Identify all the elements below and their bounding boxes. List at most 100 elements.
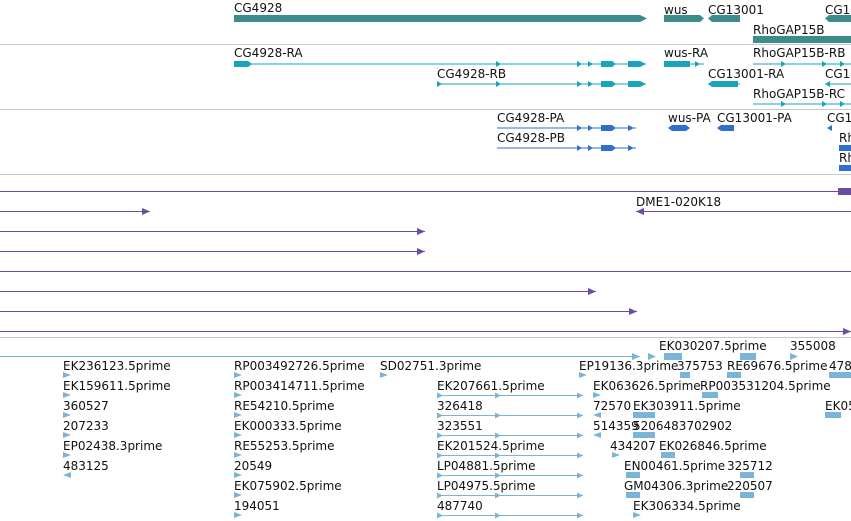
transcript-feature[interactable] <box>781 101 786 107</box>
protein-label[interactable]: Rh <box>839 131 851 145</box>
est-label[interactable]: EK075902.5prime <box>234 479 342 493</box>
est-label[interactable]: EK000333.5prime <box>234 419 342 433</box>
gene-label[interactable]: CG1 <box>825 3 850 17</box>
est-feature[interactable] <box>63 412 71 418</box>
est-label[interactable]: RE54210.5prime <box>234 399 335 413</box>
est-feature[interactable] <box>593 412 601 418</box>
est-label[interactable]: 323551 <box>437 419 483 433</box>
est-label[interactable]: RE69676.5prime <box>727 359 828 373</box>
protein-feature[interactable] <box>668 125 690 131</box>
gene-label[interactable]: RhoGAP15B <box>753 23 825 37</box>
est-label[interactable]: EK05 <box>825 399 851 413</box>
transcript-label[interactable]: CG4928-RA <box>234 46 303 60</box>
est-feature[interactable] <box>437 492 583 499</box>
transcript-feature[interactable] <box>781 61 786 67</box>
est-feature[interactable] <box>437 472 583 479</box>
est-label[interactable]: EK030207.5prime <box>659 339 767 353</box>
est-label[interactable]: EK201524.5prime <box>437 439 545 453</box>
protein-feature[interactable] <box>577 145 582 151</box>
gene-label[interactable]: CG4928 <box>234 1 282 15</box>
gene-feature[interactable] <box>664 15 704 22</box>
est-feature[interactable] <box>633 432 655 438</box>
est-feature[interactable] <box>593 432 601 438</box>
est-feature[interactable] <box>626 492 640 498</box>
est-label[interactable]: GM04306.3prime <box>624 479 728 493</box>
transcript-feature[interactable] <box>708 81 738 87</box>
est-label[interactable]: RP003414711.5prime <box>234 379 365 393</box>
est-feature[interactable] <box>63 392 71 398</box>
est-label[interactable]: LP04975.5prime <box>437 479 536 493</box>
transcript-feature[interactable] <box>234 61 252 67</box>
est-label[interactable]: EK306334.5prime <box>633 499 741 513</box>
est-feature[interactable] <box>437 432 583 439</box>
est-feature[interactable] <box>579 372 587 378</box>
est-label[interactable]: EN00461.5prime <box>624 459 725 473</box>
est-feature[interactable] <box>680 372 690 378</box>
est-label[interactable]: 434207 <box>610 439 656 453</box>
est-feature[interactable] <box>63 372 71 378</box>
est-feature[interactable] <box>437 412 583 419</box>
est-label[interactable]: 5206483702902 <box>633 419 732 433</box>
est-label[interactable]: 72570 <box>593 399 631 413</box>
protein-label[interactable]: CG4928-PA <box>497 111 565 125</box>
est-feature[interactable] <box>626 472 640 478</box>
est-label[interactable]: 20549 <box>234 459 272 473</box>
gene-feature[interactable] <box>708 15 740 22</box>
est-feature[interactable] <box>437 512 583 519</box>
est-label[interactable]: 375753 <box>677 359 723 373</box>
est-label[interactable]: RP003492726.5prime <box>234 359 365 373</box>
est-feature[interactable] <box>437 452 583 459</box>
est-label[interactable]: RP003531204.5prime <box>700 379 831 393</box>
est-feature[interactable] <box>437 392 583 399</box>
est-feature[interactable] <box>63 452 71 458</box>
est-feature[interactable] <box>702 392 718 398</box>
transcript-feature[interactable] <box>437 81 442 87</box>
est-feature[interactable] <box>234 412 242 418</box>
est-feature[interactable] <box>727 372 741 378</box>
est-label[interactable]: EK026846.5prime <box>659 439 767 453</box>
est-feature[interactable] <box>829 372 851 378</box>
est-feature[interactable] <box>661 452 675 458</box>
gene-feature[interactable] <box>234 15 647 22</box>
est-feature[interactable] <box>740 492 754 498</box>
est-label[interactable]: EK236123.5prime <box>63 359 171 373</box>
protein-label[interactable]: CG13001-PA <box>717 111 793 125</box>
transcript-label[interactable]: CG4928-RB <box>437 67 506 81</box>
transcript-label[interactable]: CG1 <box>825 67 850 81</box>
est-feature[interactable] <box>234 512 242 518</box>
protein-feature[interactable] <box>839 145 851 151</box>
protein-feature[interactable] <box>827 125 832 131</box>
est-feature[interactable] <box>633 412 655 418</box>
gene-feature[interactable] <box>825 15 851 22</box>
est-label[interactable]: EK303911.5prime <box>633 399 741 413</box>
protein-feature[interactable] <box>717 125 734 131</box>
est-label[interactable]: 487740 <box>437 499 483 513</box>
est-feature[interactable] <box>593 392 601 398</box>
est-label[interactable]: 483125 <box>63 459 109 473</box>
est-feature[interactable] <box>234 392 242 398</box>
est-feature[interactable] <box>234 372 242 378</box>
protein-label[interactable]: CG4928-PB <box>497 131 565 145</box>
est-label[interactable]: EK159611.5prime <box>63 379 171 393</box>
est-label[interactable]: EP19136.3prime <box>579 359 678 373</box>
est-feature[interactable] <box>234 492 242 498</box>
est-label[interactable]: RE55253.5prime <box>234 439 335 453</box>
transcript-label[interactable]: CG13001-RA <box>708 67 785 81</box>
est-feature[interactable] <box>633 512 641 518</box>
protein-feature[interactable] <box>577 125 582 131</box>
est-feature[interactable] <box>825 412 841 418</box>
gene-label[interactable]: wus <box>664 3 688 17</box>
transcript-feature[interactable] <box>825 81 830 87</box>
est-label[interactable]: 360527 <box>63 399 109 413</box>
est-label[interactable]: SD02751.3prime <box>380 359 481 373</box>
est-label[interactable]: 325712 <box>727 459 773 473</box>
est-label[interactable]: 326418 <box>437 399 483 413</box>
est-label[interactable]: LP04881.5prime <box>437 459 536 473</box>
transcript-label[interactable]: RhoGAP15B-RB <box>753 46 845 60</box>
protein-feature[interactable] <box>839 165 851 171</box>
est-label[interactable]: EP02438.3prime <box>63 439 162 453</box>
est-feature[interactable] <box>234 432 242 438</box>
est-feature[interactable] <box>612 452 620 458</box>
est-feature[interactable] <box>63 472 71 478</box>
est-label[interactable]: 220507 <box>727 479 773 493</box>
